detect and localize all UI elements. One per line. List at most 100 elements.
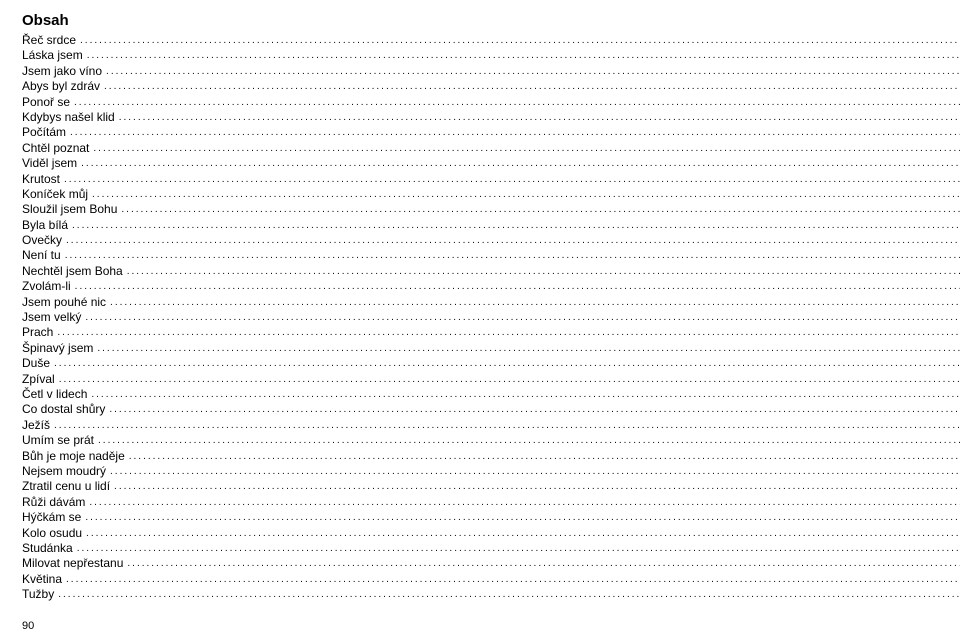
dot-leader <box>129 449 960 464</box>
toc-title: Milovat nepřestanu <box>22 556 123 571</box>
dot-leader <box>58 587 960 602</box>
toc-left: Řeč srdce3Láska jsem3Jsem jako víno4Abys… <box>22 33 960 602</box>
dot-leader <box>85 310 960 325</box>
toc-row: Umím se prát12 <box>22 433 960 448</box>
dot-leader <box>86 526 960 541</box>
dot-leader <box>98 433 960 448</box>
dot-leader <box>121 202 960 217</box>
dot-leader <box>110 464 960 479</box>
toc-title: Umím se prát <box>22 433 94 448</box>
toc-title: Zvolám-li <box>22 279 71 294</box>
dot-leader <box>89 495 960 510</box>
left-page-number: 90 <box>22 620 34 632</box>
toc-title: Tužby <box>22 587 54 602</box>
toc-row: Četl v lidech11 <box>22 387 960 402</box>
dot-leader <box>93 141 960 156</box>
toc-title: Zpíval <box>22 372 55 387</box>
toc-row: Kolo osudu14 <box>22 526 960 541</box>
dot-leader <box>97 341 960 356</box>
dot-leader <box>85 510 960 525</box>
toc-title: Řeč srdce <box>22 33 76 48</box>
dot-leader <box>127 556 960 571</box>
dot-leader <box>77 541 960 556</box>
dot-leader <box>114 479 960 494</box>
toc-row: Koníček můj6 <box>22 187 960 202</box>
toc-title: Sloužil jsem Bohu <box>22 202 117 217</box>
toc-row: Zvolám-li8 <box>22 279 960 294</box>
toc-row: Špinavý jsem10 <box>22 341 960 356</box>
toc-row: Řeč srdce3 <box>22 33 960 48</box>
toc-title: Hýčkám se <box>22 510 81 525</box>
dot-leader <box>80 33 960 48</box>
toc-row: Prach9 <box>22 325 960 340</box>
dot-leader <box>119 110 960 125</box>
toc-title: Ztratil cenu u lidí <box>22 479 110 494</box>
toc-row: Abys byl zdráv4 <box>22 79 960 94</box>
toc-title: Chtěl poznat <box>22 141 89 156</box>
toc-title: Nechtěl jsem Boha <box>22 264 123 279</box>
toc-row: Ježíš11 <box>22 418 960 433</box>
dot-leader <box>54 356 960 371</box>
dot-leader <box>66 572 960 587</box>
toc-row: Byla bílá7 <box>22 218 960 233</box>
toc-row: Jsem jako víno4 <box>22 64 960 79</box>
toc-title: Viděl jsem <box>22 156 77 171</box>
dot-leader <box>54 418 960 433</box>
toc-title: Květina <box>22 572 62 587</box>
toc-row: Jsem pouhé nic9 <box>22 295 960 310</box>
toc-row: Studánka14 <box>22 541 960 556</box>
toc-title: Abys byl zdráv <box>22 79 100 94</box>
toc-row: Láska jsem3 <box>22 48 960 63</box>
dot-leader <box>72 218 960 233</box>
dot-leader <box>127 264 960 279</box>
toc-row: Nechtěl jsem Boha8 <box>22 264 960 279</box>
dot-leader <box>104 79 960 94</box>
toc-row: Sloužil jsem Bohu7 <box>22 202 960 217</box>
toc-title: Četl v lidech <box>22 387 87 402</box>
toc-row: Není tu8 <box>22 248 960 263</box>
toc-row: Duše10 <box>22 356 960 371</box>
toc-row: Počítám5 <box>22 125 960 140</box>
toc-title: Bůh je moje naděje <box>22 449 125 464</box>
toc-row: Ovečky7 <box>22 233 960 248</box>
dot-leader <box>59 372 960 387</box>
toc-title: Jsem velký <box>22 310 81 325</box>
dot-leader <box>57 325 960 340</box>
toc-row: Chtěl poznat5 <box>22 141 960 156</box>
dot-leader <box>64 172 960 187</box>
toc-row: Kdybys našel klid5 <box>22 110 960 125</box>
toc-title: Studánka <box>22 541 73 556</box>
dot-leader <box>109 402 960 417</box>
toc-title: Duše <box>22 356 50 371</box>
toc-row: Ponoř se5 <box>22 95 960 110</box>
toc-title: Prach <box>22 325 53 340</box>
dot-leader <box>66 233 960 248</box>
dot-leader <box>106 64 960 79</box>
toc-title: Kolo osudu <box>22 526 82 541</box>
toc-row: Tužby15 <box>22 587 960 602</box>
toc-title: Krutost <box>22 172 60 187</box>
toc-row: Květina15 <box>22 572 960 587</box>
toc-title: Láska jsem <box>22 48 83 63</box>
toc-row: Co dostal shůry11 <box>22 402 960 417</box>
toc-row: Krutost6 <box>22 172 960 187</box>
toc-row: Nejsem moudrý12 <box>22 464 960 479</box>
toc-heading: Obsah <box>22 12 960 29</box>
toc-title: Není tu <box>22 248 61 263</box>
toc-title: Růži dávám <box>22 495 85 510</box>
toc-title: Ježíš <box>22 418 50 433</box>
toc-title: Jsem pouhé nic <box>22 295 106 310</box>
toc-row: Růži dávám13 <box>22 495 960 510</box>
dot-leader <box>65 248 960 263</box>
dot-leader <box>75 279 960 294</box>
dot-leader <box>74 95 960 110</box>
toc-title: Špinavý jsem <box>22 341 93 356</box>
toc-row: Ztratil cenu u lidí13 <box>22 479 960 494</box>
toc-title: Ovečky <box>22 233 62 248</box>
page-spread: Obsah Řeč srdce3Láska jsem3Jsem jako vín… <box>0 0 960 640</box>
toc-title: Co dostal shůry <box>22 402 105 417</box>
toc-title: Byla bílá <box>22 218 68 233</box>
toc-title: Nejsem moudrý <box>22 464 106 479</box>
toc-title: Kdybys našel klid <box>22 110 115 125</box>
toc-title: Koníček můj <box>22 187 88 202</box>
